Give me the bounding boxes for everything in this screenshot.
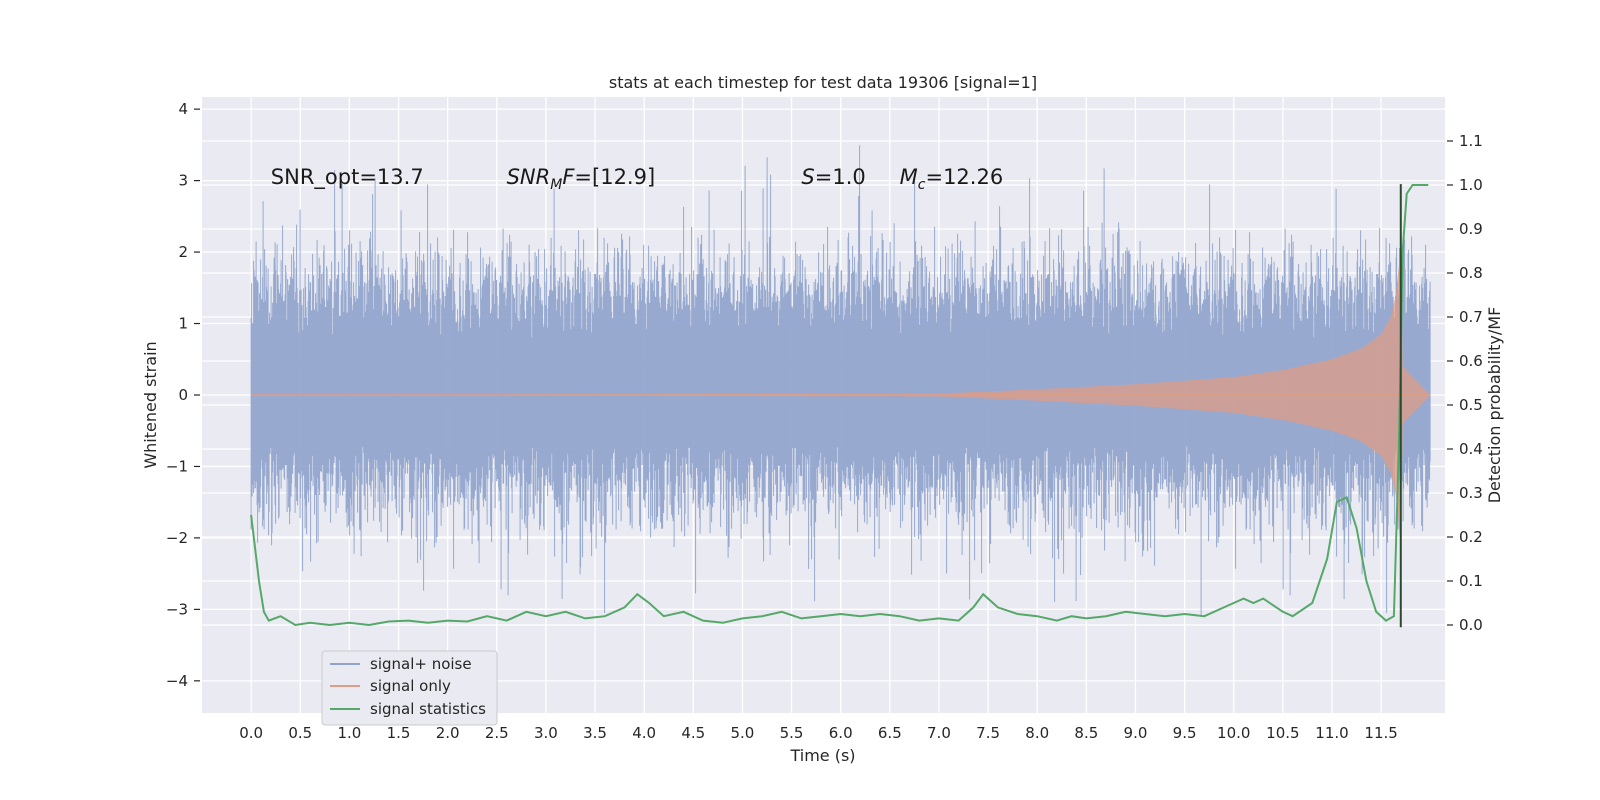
x-tick-label: 2.0 bbox=[436, 724, 460, 742]
x-tick-label: 11.0 bbox=[1315, 724, 1348, 742]
annotations: SNR_opt=13.7 SNRMF=[12.9] S=1.0 Mc=12.26 bbox=[271, 165, 1003, 193]
y-right-tick-label: 0.1 bbox=[1459, 572, 1483, 590]
x-tick-label: 5.0 bbox=[731, 724, 755, 742]
plot-area bbox=[250, 145, 1431, 628]
x-tick-label: 10.5 bbox=[1266, 724, 1299, 742]
y-right-tick-label: 0.2 bbox=[1459, 528, 1483, 546]
x-tick-label: 0.0 bbox=[239, 724, 263, 742]
y-right-tick-label: 0.5 bbox=[1459, 396, 1483, 414]
y-tick-label: −2 bbox=[166, 529, 188, 547]
x-tick-label: 0.5 bbox=[288, 724, 312, 742]
y-tick-label: 2 bbox=[178, 243, 188, 261]
y-axis-ticks: 4 3 2 1 0 −1 −2 −3 −4 bbox=[166, 100, 200, 690]
x-tick-label: 3.0 bbox=[534, 724, 558, 742]
x-axis-label: Time (s) bbox=[789, 746, 855, 765]
chart-title: stats at each timestep for test data 193… bbox=[609, 73, 1037, 92]
x-axis-ticks: 0.0 0.5 1.0 1.5 2.0 2.5 3.0 3.5 4.0 4.5 5.0 5.5 6.0 6… bbox=[239, 724, 1398, 742]
legend-box bbox=[321, 650, 498, 726]
y-right-tick-label: 0.4 bbox=[1459, 440, 1483, 458]
y-tick-label: 4 bbox=[178, 100, 188, 118]
legend-label-signal-only: signal only bbox=[370, 677, 451, 695]
annotation: Mc=12.26 bbox=[900, 165, 1004, 193]
legend-label-signal-statistics: signal statistics bbox=[370, 700, 486, 718]
x-tick-label: 1.0 bbox=[337, 724, 361, 742]
y-right-tick-label: 1.1 bbox=[1459, 132, 1483, 150]
x-tick-label: 9.5 bbox=[1173, 724, 1197, 742]
x-tick-label: 8.5 bbox=[1074, 724, 1098, 742]
x-tick-label: 11.5 bbox=[1364, 724, 1397, 742]
x-tick-label: 7.5 bbox=[976, 724, 1000, 742]
x-tick-label: 3.5 bbox=[583, 724, 607, 742]
y-right-tick-label: 0.7 bbox=[1459, 308, 1483, 326]
signal-statistics-line bbox=[250, 184, 1429, 627]
y-right-tick-label: 0.8 bbox=[1459, 264, 1483, 282]
legend: signal+ noise signal only signal statist… bbox=[321, 650, 498, 726]
legend-label-signal-noise: signal+ noise bbox=[370, 655, 472, 673]
y-axis-right-ticks: 1.1 1.0 0.9 0.8 0.7 0.6 0.5 0.4 0.3 0.2 0.1 0.0 bbox=[1447, 132, 1483, 634]
annotation: SNRMF=[12.9] bbox=[507, 165, 656, 193]
x-tick-label: 9.0 bbox=[1124, 724, 1148, 742]
y-right-tick-label: 0.3 bbox=[1459, 484, 1483, 502]
y-tick-label: −1 bbox=[166, 457, 188, 475]
x-tick-label: 8.0 bbox=[1025, 724, 1049, 742]
x-tick-label: 10.0 bbox=[1217, 724, 1250, 742]
y-tick-label: 1 bbox=[178, 315, 188, 333]
x-tick-label: 7.0 bbox=[927, 724, 951, 742]
y-tick-label: 3 bbox=[178, 172, 188, 190]
y-tick-label: 0 bbox=[178, 386, 188, 404]
series-signal-statistics bbox=[250, 184, 1429, 628]
series-signal-only bbox=[251, 237, 1431, 553]
y-right-tick-label: 1.0 bbox=[1459, 176, 1483, 194]
x-tick-label: 4.5 bbox=[681, 724, 705, 742]
annotation: SNR_opt=13.7 bbox=[271, 165, 424, 190]
y-right-tick-label: 0.9 bbox=[1459, 220, 1483, 238]
x-tick-label: 6.0 bbox=[829, 724, 853, 742]
x-tick-label: 2.5 bbox=[485, 724, 509, 742]
y-right-tick-label: 0.0 bbox=[1459, 616, 1483, 634]
x-tick-label: 5.5 bbox=[780, 724, 804, 742]
y-axis-label: Whitened strain bbox=[141, 341, 160, 468]
x-tick-label: 4.0 bbox=[632, 724, 656, 742]
y-axis-right-label: Detection probability/MF bbox=[1485, 307, 1504, 504]
x-tick-label: 1.5 bbox=[387, 724, 411, 742]
y-tick-label: −4 bbox=[166, 672, 188, 690]
y-tick-label: −3 bbox=[166, 600, 188, 618]
x-tick-label: 6.5 bbox=[878, 724, 902, 742]
y-right-tick-label: 0.6 bbox=[1459, 352, 1483, 370]
annotation: S=1.0 bbox=[801, 165, 865, 189]
